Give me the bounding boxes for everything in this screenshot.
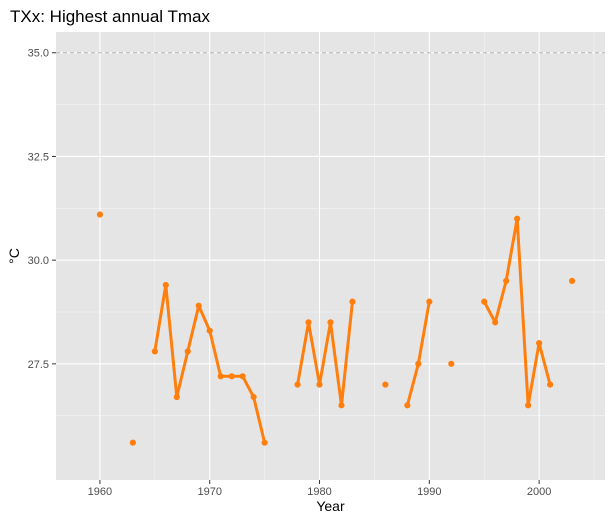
data-point bbox=[305, 319, 312, 326]
data-point bbox=[349, 298, 356, 305]
data-point bbox=[173, 393, 180, 401]
data-point bbox=[525, 402, 532, 409]
x-axis-title: Year bbox=[316, 498, 345, 514]
data-point bbox=[217, 373, 224, 380]
data-point bbox=[184, 348, 191, 355]
data-point bbox=[250, 393, 257, 401]
x-tick-label: 2000 bbox=[527, 486, 551, 498]
y-axis-title: °C bbox=[6, 248, 22, 264]
data-point bbox=[162, 281, 169, 289]
data-point bbox=[426, 298, 433, 305]
data-point bbox=[195, 302, 202, 309]
data-point bbox=[294, 381, 301, 388]
data-point bbox=[492, 319, 499, 326]
data-point bbox=[327, 319, 334, 326]
data-point bbox=[338, 402, 345, 409]
chart-title: TXx: Highest annual Tmax bbox=[10, 7, 210, 26]
data-point bbox=[206, 327, 213, 334]
y-tick-label: 27.5 bbox=[28, 359, 49, 371]
data-point bbox=[448, 360, 455, 367]
data-point bbox=[547, 381, 554, 388]
data-point bbox=[481, 298, 488, 305]
minor-grid bbox=[56, 32, 605, 480]
y-tick-label: 32.5 bbox=[28, 151, 49, 163]
x-tick-label: 1970 bbox=[197, 486, 221, 498]
y-tick-label: 30.0 bbox=[28, 255, 49, 267]
plot-panel bbox=[56, 32, 605, 480]
x-tick-label: 1990 bbox=[417, 486, 441, 498]
data-point bbox=[514, 215, 521, 222]
data-point bbox=[151, 348, 158, 355]
data-point bbox=[404, 402, 411, 409]
data-point bbox=[503, 277, 510, 284]
data-point bbox=[536, 340, 543, 347]
x-tick-label: 1980 bbox=[307, 486, 331, 498]
series-line-segment bbox=[296, 300, 354, 407]
data-point bbox=[316, 381, 323, 388]
data-point bbox=[415, 360, 422, 367]
x-axis-ticks: 1960 1970 1980 1990 2000 bbox=[88, 480, 551, 498]
data-point bbox=[261, 439, 268, 446]
y-tick-label: 35.0 bbox=[28, 48, 49, 60]
data-point bbox=[96, 211, 104, 218]
data-point bbox=[129, 439, 136, 446]
x-tick-label: 1960 bbox=[88, 486, 112, 498]
series-points bbox=[96, 211, 576, 446]
y-axis-ticks: 27.5 30.0 32.5 35.0 bbox=[28, 48, 56, 371]
data-point bbox=[228, 373, 235, 380]
data-point bbox=[382, 381, 389, 388]
data-point bbox=[239, 373, 246, 380]
data-point bbox=[568, 277, 576, 284]
